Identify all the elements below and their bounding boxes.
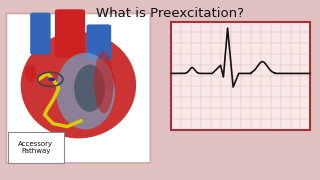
- Ellipse shape: [103, 72, 116, 93]
- FancyBboxPatch shape: [6, 14, 150, 163]
- Text: What is Preexcitation?: What is Preexcitation?: [96, 7, 244, 20]
- FancyBboxPatch shape: [8, 132, 64, 163]
- Ellipse shape: [25, 65, 36, 82]
- Bar: [171, 22, 310, 130]
- Circle shape: [48, 77, 55, 81]
- Ellipse shape: [74, 65, 105, 112]
- FancyBboxPatch shape: [30, 13, 51, 55]
- Text: Accessory
Pathway: Accessory Pathway: [19, 141, 53, 154]
- FancyBboxPatch shape: [86, 24, 111, 60]
- FancyBboxPatch shape: [55, 9, 85, 58]
- Ellipse shape: [56, 53, 115, 130]
- Ellipse shape: [94, 51, 114, 113]
- Ellipse shape: [21, 32, 136, 138]
